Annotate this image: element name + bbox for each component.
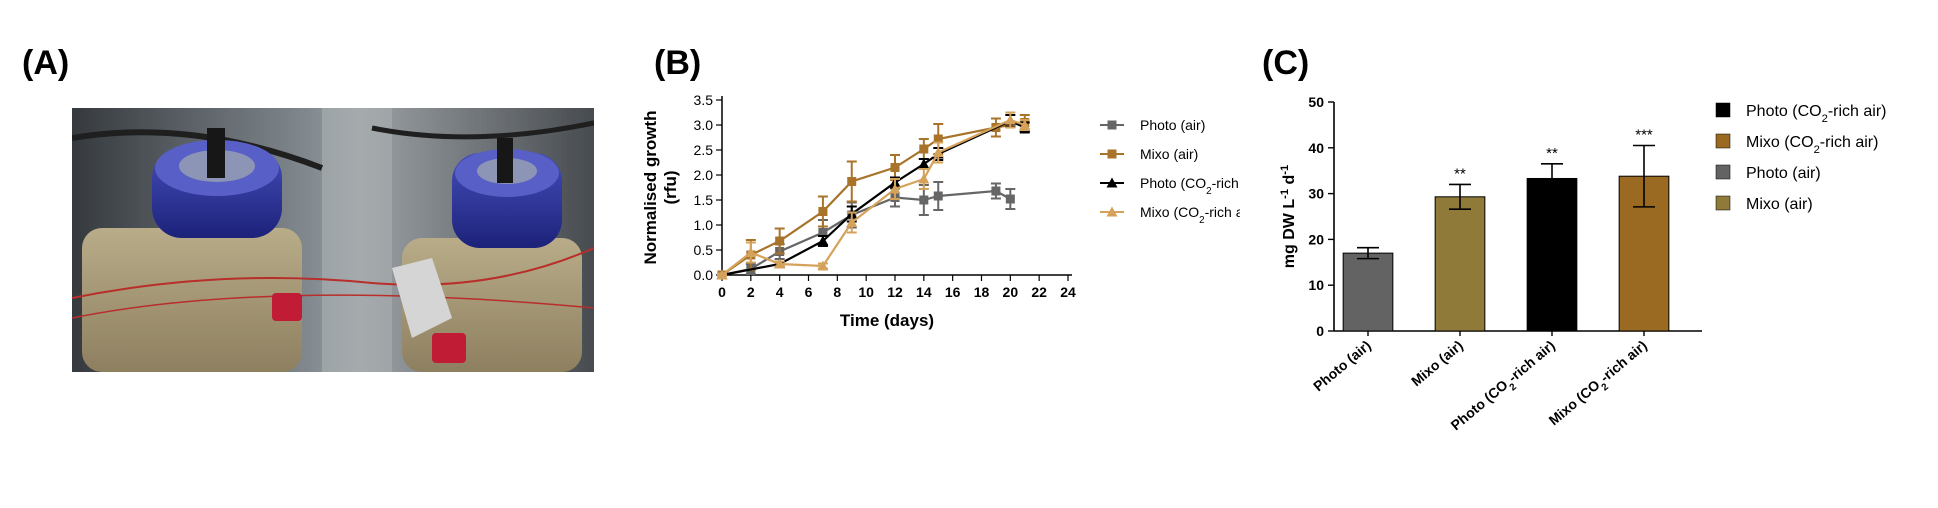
y-tick-label: 3.0 bbox=[694, 117, 714, 133]
data-point bbox=[991, 186, 1001, 196]
panel-label-a: (A) bbox=[22, 44, 70, 82]
data-point bbox=[847, 177, 857, 186]
data-point bbox=[919, 195, 929, 205]
legend-marker bbox=[1107, 149, 1117, 159]
data-point bbox=[818, 207, 828, 216]
y-tick-label: 3.5 bbox=[694, 95, 714, 108]
data-point bbox=[918, 158, 930, 169]
legend-label: Mixo (air) bbox=[1746, 196, 1813, 213]
data-point bbox=[890, 163, 900, 172]
legend-marker bbox=[1106, 177, 1118, 188]
x-tick-label: 22 bbox=[1031, 284, 1047, 300]
legend-label: Mixo (CO2-rich air) bbox=[1746, 134, 1878, 156]
y-tick-label: 10 bbox=[1308, 277, 1324, 293]
series-line bbox=[721, 121, 1025, 276]
significance-label: ** bbox=[1546, 145, 1558, 162]
x-tick-label: Photo (air) bbox=[1310, 337, 1374, 394]
legend-label: Mixo (CO2-rich air) bbox=[1140, 204, 1240, 226]
bar bbox=[1434, 196, 1486, 332]
panel-label-c: (C) bbox=[1262, 44, 1310, 82]
legend-marker bbox=[1107, 120, 1117, 130]
x-tick-label: 18 bbox=[974, 284, 990, 300]
legend-swatch bbox=[1715, 195, 1731, 211]
bar bbox=[1526, 177, 1578, 332]
data-point bbox=[716, 269, 728, 280]
data-point bbox=[1019, 119, 1031, 130]
significance-label: ** bbox=[1454, 165, 1466, 182]
x-tick-label: 14 bbox=[916, 284, 932, 300]
data-point bbox=[846, 217, 858, 227]
panel-label-b: (B) bbox=[654, 44, 702, 82]
productivity-bar-chart: 0 10 20 30 40 50 mg DW L-1 d-1 Photo (air) ** Mi… bbox=[1279, 94, 1887, 437]
x-axis-label: Time (days) bbox=[840, 311, 934, 330]
series-line bbox=[721, 118, 1026, 276]
data-point bbox=[745, 247, 757, 257]
legend-label: Photo (CO2-rich air) bbox=[1746, 103, 1887, 125]
y-tick-label: 1.0 bbox=[694, 217, 714, 233]
x-tick-label: 10 bbox=[858, 284, 874, 300]
data-point bbox=[775, 236, 785, 246]
legend-swatch bbox=[1715, 133, 1731, 149]
y-tick-label: 20 bbox=[1308, 231, 1324, 247]
bioreactor-photo bbox=[72, 108, 594, 372]
data-point bbox=[817, 235, 829, 246]
y-axis-label: Normalised growth bbox=[641, 111, 660, 265]
bar bbox=[1342, 252, 1394, 332]
x-tick-label: Photo (CO2-rich air) bbox=[1448, 337, 1562, 437]
data-point bbox=[932, 147, 944, 157]
y-tick-label: 0.5 bbox=[694, 242, 714, 258]
x-tick-label: 4 bbox=[776, 284, 784, 300]
y-tick-label: 0 bbox=[1316, 323, 1324, 339]
y-tick-label: 30 bbox=[1308, 186, 1324, 202]
growth-line-chart: 0.00.51.01.52.02.53.03.50 2 4 6 8 10 12 14 16 18 2… bbox=[641, 95, 1240, 330]
data-point bbox=[818, 228, 828, 237]
legend-label: Photo (air) bbox=[1140, 117, 1205, 133]
data-point bbox=[933, 191, 943, 201]
x-tick-label: 2 bbox=[747, 284, 755, 300]
x-tick-label: 12 bbox=[887, 284, 903, 300]
x-tick-label: Mixo (CO2-rich air) bbox=[1545, 337, 1653, 432]
series-line bbox=[721, 119, 1026, 277]
legend-label: Photo (air) bbox=[1746, 165, 1821, 182]
y-tick-label: 2.0 bbox=[694, 167, 714, 183]
y-tick-label: 50 bbox=[1308, 94, 1324, 110]
x-tick-label: 24 bbox=[1060, 284, 1076, 300]
data-point bbox=[918, 173, 930, 184]
x-tick-label: 6 bbox=[805, 284, 813, 300]
legend-label: Photo (CO2-rich air) bbox=[1140, 175, 1240, 197]
significance-label: *** bbox=[1635, 127, 1653, 144]
y-axis-label-unit: (rfu) bbox=[661, 171, 680, 205]
x-tick-label: 0 bbox=[718, 284, 726, 300]
x-tick-label: 16 bbox=[945, 284, 961, 300]
legend-marker bbox=[1106, 206, 1118, 217]
data-point bbox=[817, 260, 829, 271]
data-point bbox=[1004, 114, 1016, 125]
x-tick-label: 20 bbox=[1003, 284, 1019, 300]
x-tick-label: Mixo (air) bbox=[1408, 337, 1466, 389]
legend-swatch bbox=[1715, 102, 1731, 118]
x-tick-label: 8 bbox=[833, 284, 841, 300]
y-axis-label: mg DW L-1 d-1 bbox=[1279, 165, 1298, 268]
bar-group-0: Photo (air) bbox=[1310, 246, 1394, 394]
y-tick-label: 1.5 bbox=[694, 192, 714, 208]
data-point bbox=[1005, 194, 1015, 204]
y-tick-label: 0.0 bbox=[694, 267, 714, 283]
data-point bbox=[774, 258, 786, 269]
bar-group-1: ** Mixo (air) bbox=[1408, 165, 1486, 389]
legend-label: Mixo (air) bbox=[1140, 146, 1198, 162]
legend-swatch bbox=[1715, 164, 1731, 180]
y-tick-label: 2.5 bbox=[694, 142, 714, 158]
series-2 bbox=[716, 114, 1031, 280]
data-point bbox=[919, 144, 929, 154]
data-point bbox=[889, 183, 901, 194]
series-3 bbox=[716, 111, 1031, 280]
y-tick-label: 40 bbox=[1308, 140, 1324, 156]
series-0 bbox=[717, 181, 1016, 280]
data-point bbox=[933, 134, 943, 144]
